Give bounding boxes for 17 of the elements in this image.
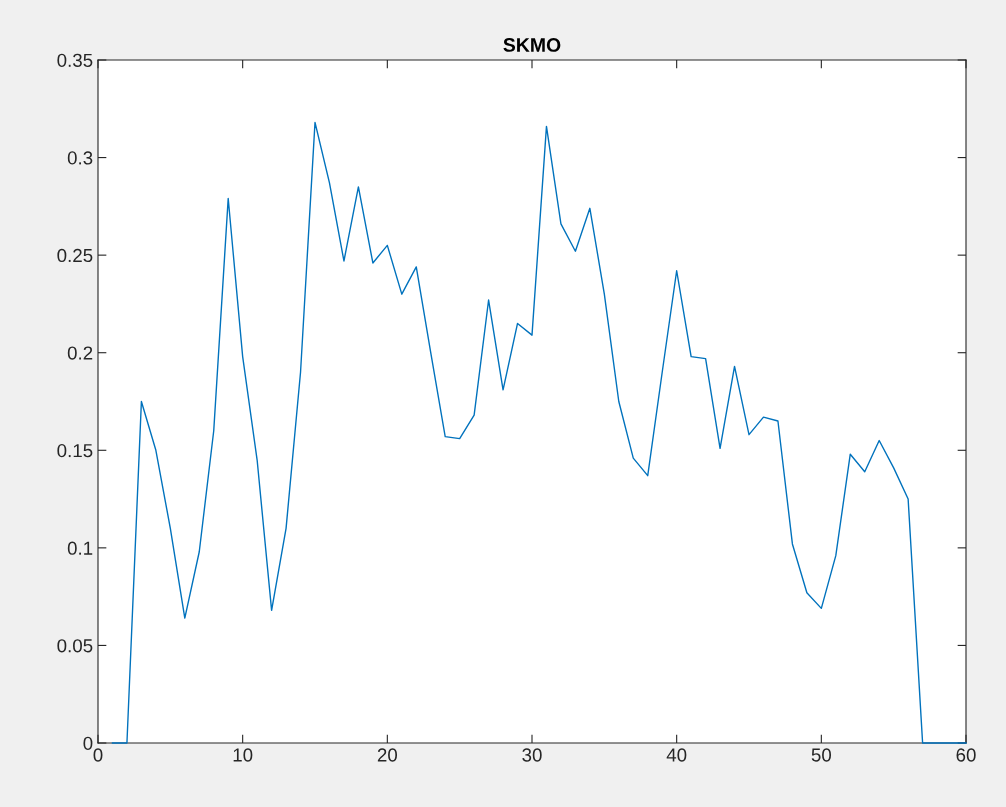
y-tick-label: 0.1 bbox=[67, 541, 93, 555]
x-tick-label: 30 bbox=[522, 748, 542, 762]
y-tick-label: 0.05 bbox=[57, 639, 93, 653]
y-tick-label: 0 bbox=[83, 736, 93, 750]
chart-title: SKMO bbox=[503, 38, 561, 52]
x-tick-label: 40 bbox=[666, 748, 687, 762]
x-tick-label: 10 bbox=[233, 748, 253, 762]
y-tick-label: 0.25 bbox=[57, 248, 93, 263]
x-tick-label: 20 bbox=[377, 748, 398, 762]
line-series bbox=[111, 121, 967, 744]
y-tick-label: 0.2 bbox=[67, 346, 93, 360]
x-tick-label: 0 bbox=[93, 748, 103, 762]
y-tick-label: 0.15 bbox=[57, 443, 93, 458]
y-tick-label: 0.35 bbox=[57, 53, 93, 67]
x-tick-label: 60 bbox=[956, 748, 976, 762]
y-tick-label: 0.3 bbox=[67, 151, 93, 165]
x-tick-label: 50 bbox=[811, 748, 832, 762]
